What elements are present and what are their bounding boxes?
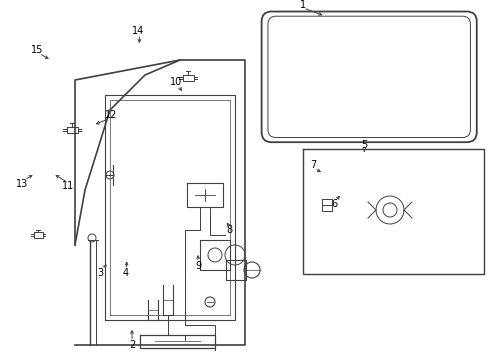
- Text: 10: 10: [169, 77, 182, 87]
- Text: 1: 1: [300, 0, 305, 10]
- Text: 11: 11: [62, 181, 75, 192]
- Text: 7: 7: [309, 160, 315, 170]
- Text: 13: 13: [16, 179, 28, 189]
- Text: 15: 15: [30, 45, 43, 55]
- Text: 8: 8: [226, 225, 232, 235]
- Text: 6: 6: [331, 199, 337, 210]
- Text: 9: 9: [195, 261, 201, 271]
- Text: 2: 2: [129, 340, 135, 350]
- Text: 3: 3: [97, 268, 103, 278]
- Text: 14: 14: [132, 26, 144, 36]
- Text: 4: 4: [122, 268, 128, 278]
- Text: 12: 12: [105, 110, 118, 120]
- Text: 5: 5: [361, 140, 366, 150]
